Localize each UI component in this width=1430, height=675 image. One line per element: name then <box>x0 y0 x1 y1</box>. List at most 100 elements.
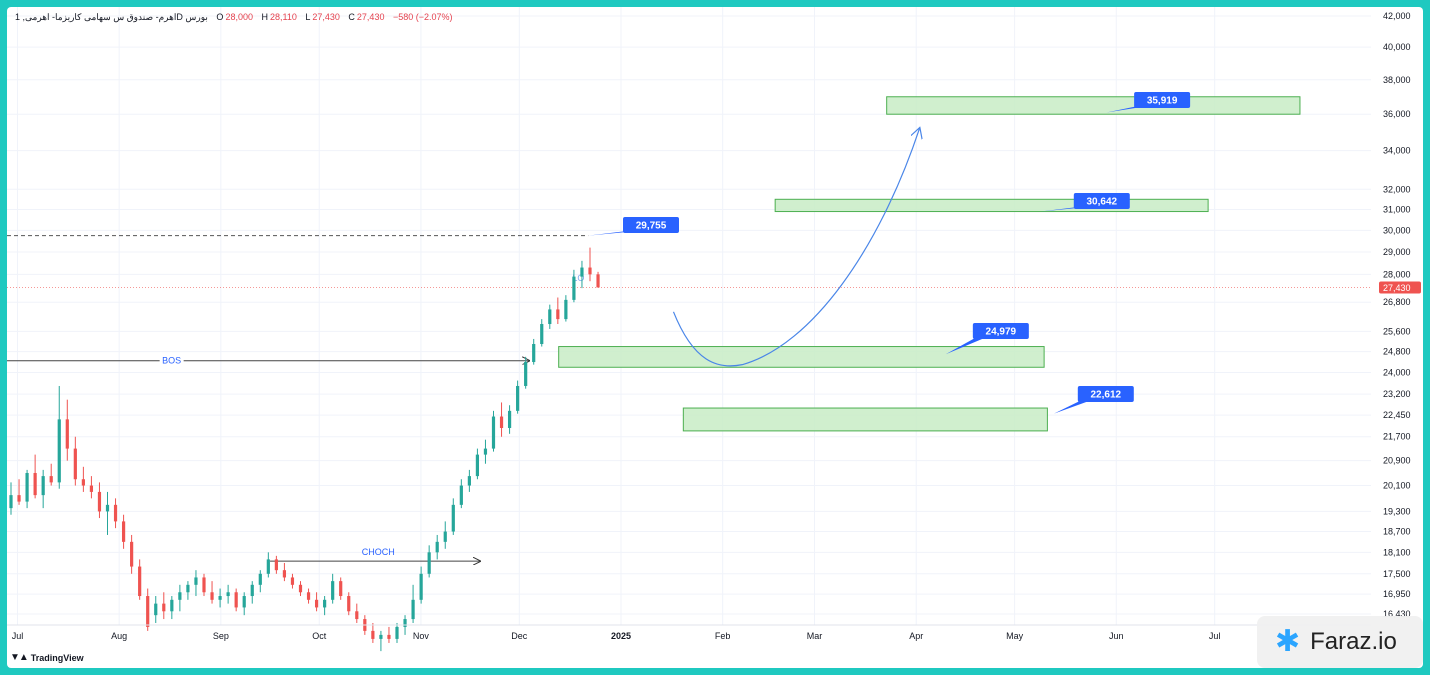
candle-body <box>331 581 335 600</box>
candle-body <box>266 559 270 574</box>
candle-body <box>491 416 496 449</box>
tradingview-logo[interactable]: ▼▲ TradingView <box>10 652 84 663</box>
tradingview-icon: ▼▲ <box>10 652 29 663</box>
price-tick-label: 16,430 <box>1383 609 1411 619</box>
candle <box>146 588 150 631</box>
candle-body <box>33 472 37 496</box>
candle <box>274 555 278 574</box>
lo-label: LO <box>572 273 584 283</box>
low-value: 27,430 <box>312 12 340 22</box>
candle <box>130 534 134 574</box>
time-tick-label: 2025 <box>611 631 631 641</box>
candle-body <box>355 611 359 620</box>
candle <box>186 581 190 600</box>
callout-box <box>1077 386 1134 402</box>
close-value: 27,430 <box>356 12 385 22</box>
price-tick-label: 16,950 <box>1383 589 1411 599</box>
candle-body <box>427 552 431 574</box>
callout-value: 22,612 <box>1091 390 1122 401</box>
candle-body <box>218 596 222 600</box>
open-label: O <box>216 12 224 22</box>
candle <box>419 566 423 604</box>
candle-body <box>499 416 504 428</box>
candle <box>467 469 471 492</box>
projection-arrow <box>672 129 919 367</box>
candle-body <box>483 448 488 455</box>
level-line[interactable] <box>7 235 1371 288</box>
candle <box>347 592 351 616</box>
price-axis[interactable]: 42,000 40,000 38,000 36,000 34,000 32,000 31,0… <box>1379 11 1421 619</box>
time-tick-label: Oct <box>312 631 327 641</box>
candle-body <box>226 592 230 597</box>
candle <box>395 622 399 643</box>
high-label: H <box>261 12 268 22</box>
candle <box>81 466 85 492</box>
candle-body <box>475 454 480 477</box>
candle <box>113 498 118 529</box>
candle <box>355 603 359 623</box>
candle-body <box>282 570 287 578</box>
candle <box>105 491 110 535</box>
price-callouts[interactable]: 29,755 35,919 30,642 24,979 22,612 <box>588 92 1191 414</box>
candle <box>121 514 126 549</box>
candle-body <box>379 634 383 639</box>
price-callout: 29,755 <box>588 217 679 236</box>
callout-pointer <box>945 337 987 355</box>
time-axis[interactable]: Jul Aug Sep Oct Nov Dec 2025 Feb Mar Apr May Jun Jul <box>7 624 1371 641</box>
candle-body <box>395 626 399 639</box>
annotations[interactable]: BOS CHOCH LO <box>7 129 919 562</box>
tradingview-label: TradingView <box>30 652 84 663</box>
price-tick-label: 23,200 <box>1383 389 1411 399</box>
candle <box>379 630 383 652</box>
candle-body <box>49 476 53 483</box>
candle-body <box>516 385 520 411</box>
candle <box>564 295 568 322</box>
candle <box>250 581 254 604</box>
candle <box>170 596 174 620</box>
candle <box>387 626 391 643</box>
target-zone <box>886 96 1301 115</box>
candle <box>49 463 53 486</box>
candle-body <box>298 584 303 593</box>
time-tick-label: Nov <box>413 631 430 641</box>
price-tick-label: 20,100 <box>1383 481 1411 491</box>
candle-body <box>25 472 29 502</box>
price-tick-label: 29,000 <box>1383 247 1411 257</box>
candle <box>339 577 343 600</box>
candle-body <box>290 577 295 585</box>
candle <box>314 592 319 612</box>
price-tick-label: 31,000 <box>1383 204 1411 214</box>
time-tick-label: Mar <box>807 631 823 641</box>
time-tick-label: Sep <box>213 631 229 641</box>
callout-box <box>623 217 679 233</box>
candle <box>210 581 214 604</box>
symbol-header: 1 ,اهرم- صندوق س سهامی کاریزما- اهرمیD ب… <box>15 12 453 23</box>
candle <box>57 385 61 489</box>
candle-body <box>89 485 94 492</box>
candle-body <box>596 274 600 288</box>
candle-body <box>250 584 254 597</box>
candle-body <box>194 577 198 585</box>
callout-pointer <box>1053 400 1092 414</box>
price-tick-label: 24,800 <box>1383 347 1411 357</box>
candle-body <box>314 599 319 608</box>
target-zones[interactable] <box>558 96 1301 432</box>
price-tick-label: 18,700 <box>1383 527 1411 537</box>
faraz-label: Faraz.io <box>1310 628 1397 655</box>
change-value: −580 (−2.07%) <box>392 12 453 22</box>
bos-label: BOS <box>162 356 181 366</box>
low-label: L <box>305 12 311 22</box>
price-callout: 30,642 <box>1040 193 1130 212</box>
candle-body <box>258 573 262 585</box>
candle <box>580 260 584 289</box>
price-tick-label: 34,000 <box>1383 146 1411 156</box>
candle <box>443 521 447 549</box>
candle-body <box>202 577 206 593</box>
price-tick-label: 40,000 <box>1383 42 1411 52</box>
candle <box>234 588 238 612</box>
candle <box>162 592 166 620</box>
price-tick-label: 30,000 <box>1383 225 1411 235</box>
target-zone <box>682 407 1048 432</box>
candle <box>499 402 504 437</box>
